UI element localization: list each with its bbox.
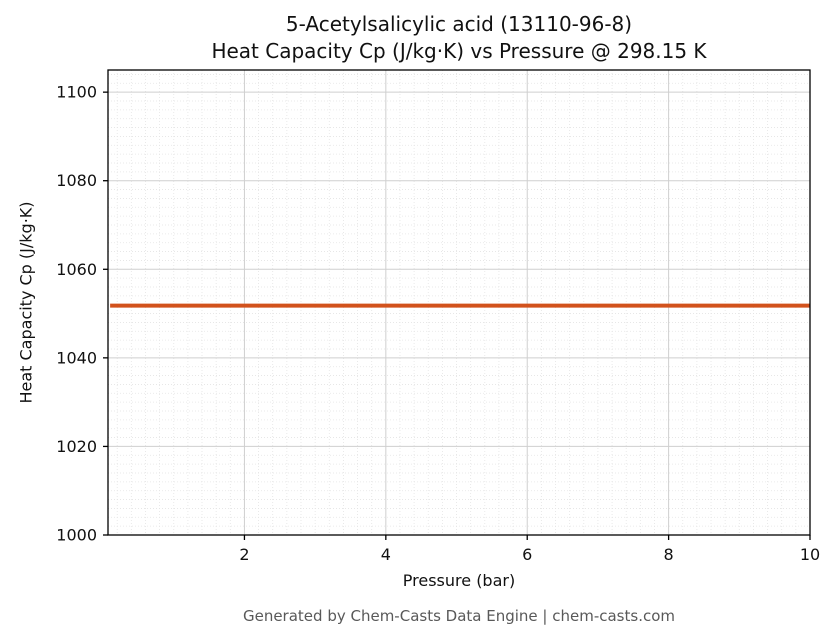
y-tick-label: 1040 (56, 348, 97, 367)
chart-title: 5-Acetylsalicylic acid (13110-96-8) (285, 12, 633, 36)
x-tick-label: 6 (522, 545, 532, 564)
x-tick-label: 10 (800, 545, 820, 564)
x-axis-label: Pressure (bar) (402, 571, 516, 590)
x-tick-label: 2 (239, 545, 249, 564)
y-axis-label: Heat Capacity Cp (J/kg·K) (16, 201, 36, 404)
y-tick-label: 1100 (56, 83, 97, 102)
plot-border (107, 69, 811, 536)
x-tick-label: 4 (381, 545, 391, 564)
chart-subtitle: Heat Capacity Cp (J/kg·K) vs Pressure @ … (211, 39, 707, 63)
x-tick-label: 8 (664, 545, 674, 564)
footer-caption: Generated by Chem-Casts Data Engine | ch… (242, 607, 676, 625)
chart-title-block: 5-Acetylsalicylic acid (13110-96-8) Heat… (108, 11, 810, 65)
y-tick-label: 1000 (56, 526, 97, 545)
y-axis-label-wrap: Heat Capacity Cp (J/kg·K) (10, 70, 42, 535)
y-tick-label: 1060 (56, 260, 97, 279)
y-tick-label: 1020 (56, 437, 97, 456)
y-tick-label: 1080 (56, 171, 97, 190)
